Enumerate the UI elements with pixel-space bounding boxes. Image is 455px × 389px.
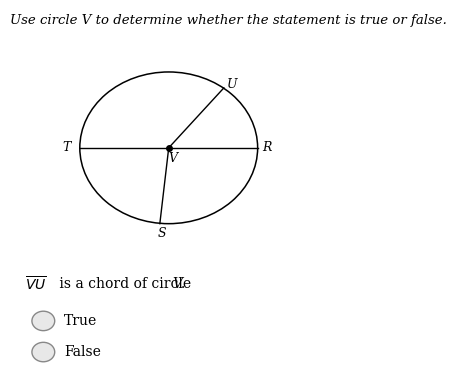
Circle shape xyxy=(32,342,55,362)
Text: is a chord of circle: is a chord of circle xyxy=(55,277,195,291)
Text: V: V xyxy=(168,152,177,165)
Text: R: R xyxy=(262,141,271,154)
Text: $\overline{VU}$: $\overline{VU}$ xyxy=(25,275,46,293)
Circle shape xyxy=(32,311,55,331)
Text: T: T xyxy=(63,141,71,154)
Text: S: S xyxy=(157,227,166,240)
Text: False: False xyxy=(64,345,101,359)
Text: Use circle V to determine whether the statement is true or false.: Use circle V to determine whether the st… xyxy=(10,14,445,26)
Text: V: V xyxy=(172,277,182,291)
Text: True: True xyxy=(64,314,97,328)
Text: .: . xyxy=(180,277,184,291)
Text: U: U xyxy=(226,77,237,91)
